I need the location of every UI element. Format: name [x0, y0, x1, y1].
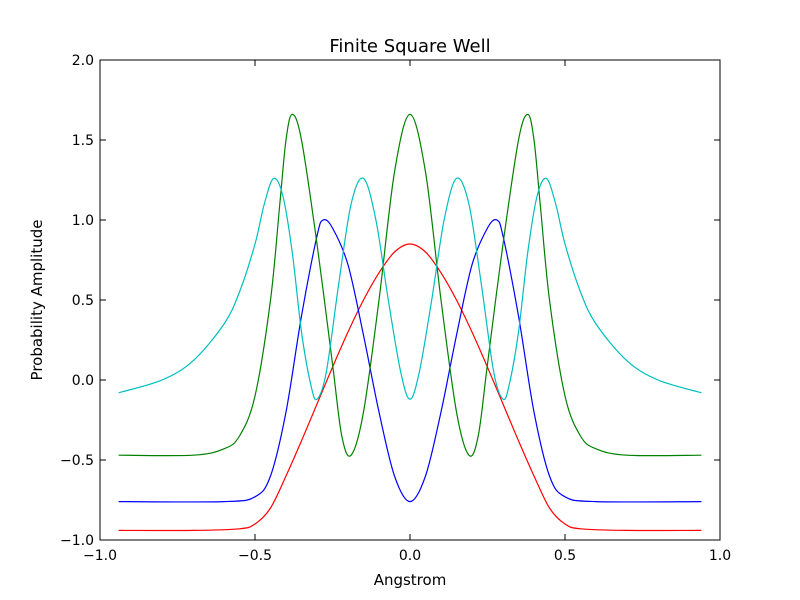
y-tick-label-1: −0.5	[60, 453, 94, 469]
y-tick-label-2: 0.0	[72, 373, 94, 389]
x-tick-label-1: −0.5	[238, 548, 272, 564]
series-line-2	[118, 219, 702, 503]
axis-ticks: −1.0 −0.5 0.0 0.5 1.0 −1.0 −0.5 0.0 0.5 1.0 1.5 2.0	[60, 53, 731, 564]
y-tick-label-0: −1.0	[60, 533, 94, 549]
x-tick-label-3: 0.5	[554, 548, 576, 564]
x-tick-label-2: 0.0	[399, 548, 421, 564]
chart-title: Finite Square Well	[329, 36, 490, 57]
series-line-1	[118, 243, 702, 532]
x-axis-label: Angstrom	[374, 571, 447, 589]
y-tick-label-4: 1.0	[72, 213, 94, 229]
series-line-3	[118, 113, 702, 457]
y-axis-label: Probability Amplitude	[28, 220, 46, 381]
x-tick-label-0: −1.0	[83, 548, 117, 564]
y-tick-label-6: 2.0	[72, 53, 94, 69]
series-line-4	[118, 177, 702, 401]
y-tick-label-3: 0.5	[72, 293, 94, 309]
y-tick-label-5: 1.5	[72, 133, 94, 149]
x-tick-label-4: 1.0	[709, 548, 731, 564]
series-lines	[118, 113, 702, 532]
plot-frame	[99, 59, 721, 541]
